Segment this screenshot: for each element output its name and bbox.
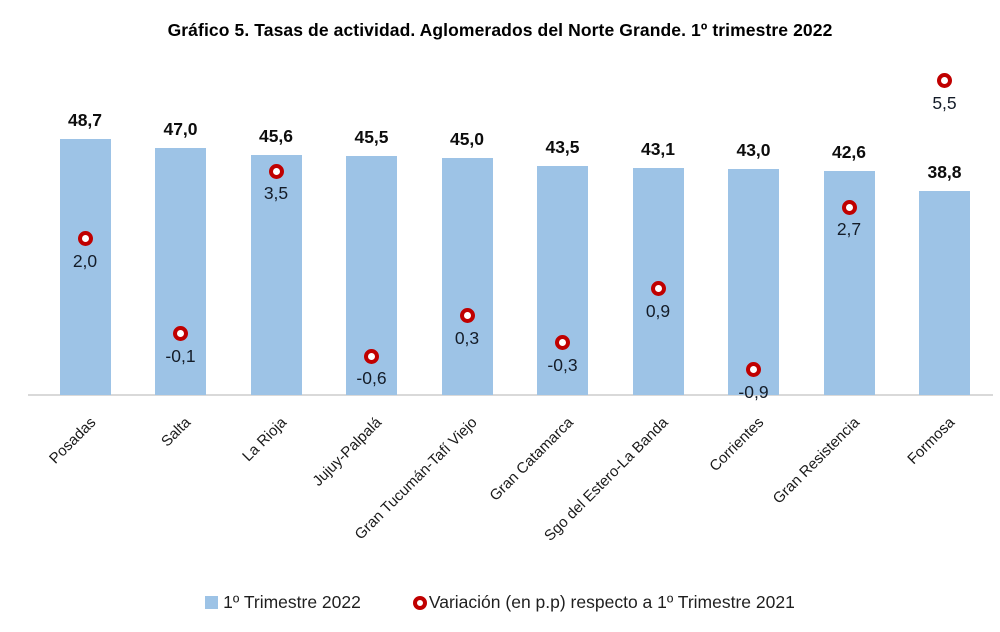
variation-dot — [841, 199, 857, 215]
variation-value-label: -0,9 — [738, 381, 769, 402]
legend-label-variation-series: Variación (en p.p) respecto a 1º Trimest… — [428, 592, 795, 612]
variation-dot — [746, 362, 761, 378]
bar-value-label: 43,1 — [640, 139, 676, 160]
x-axis-line — [28, 394, 993, 396]
x-axis-label: Jujuy-Palpalá — [309, 414, 386, 490]
variation-value-label: -0,1 — [165, 345, 196, 366]
variation-series-swatch-icon — [412, 595, 427, 610]
x-axis-label: Corrientes — [706, 414, 768, 475]
bar-value-label: 45,5 — [354, 126, 389, 147]
variation-dot — [555, 335, 570, 351]
variation-dot — [364, 348, 379, 364]
bar — [537, 166, 588, 395]
bar-series-swatch-icon — [205, 596, 219, 609]
variation-value-label: -0,3 — [547, 354, 578, 375]
variation-value-label: 2,0 — [72, 250, 98, 271]
x-axis-label: Posadas — [45, 414, 100, 468]
chart-legend: 1º Trimestre 2022 Variación (en p.p) res… — [0, 592, 1000, 613]
variation-dot — [268, 163, 284, 179]
bar — [919, 191, 970, 395]
bar-value-label: 42,6 — [831, 142, 867, 163]
variation-dot — [77, 231, 93, 247]
bar — [155, 147, 206, 395]
bar-value-label: 38,8 — [927, 162, 962, 183]
bar — [59, 138, 111, 395]
bar-value-label: 48,7 — [67, 109, 103, 130]
variation-dot — [459, 308, 475, 324]
variation-value-label: 0,3 — [454, 327, 480, 348]
chart-title: Gráfico 5. Tasas de actividad. Aglomerad… — [167, 20, 833, 40]
x-axis-label: Formosa — [904, 414, 959, 468]
legend-item-variation-series: Variación (en p.p) respecto a 1º Trimest… — [412, 592, 795, 613]
variation-value-label: 5,5 — [932, 92, 957, 113]
bar — [441, 158, 493, 395]
variation-value-label: -0,6 — [356, 368, 387, 389]
legend-label-bar-series: 1º Trimestre 2022 — [223, 592, 361, 612]
bar-value-label: 45,6 — [258, 126, 294, 147]
x-axis-label: Gran Resistencia — [769, 414, 864, 508]
bar — [250, 155, 302, 395]
variation-dot — [173, 326, 188, 342]
variation-value-label: 2,7 — [836, 219, 862, 240]
bar-value-label: 45,0 — [449, 129, 485, 150]
x-axis-label: Salta — [158, 414, 195, 451]
variation-value-label: 3,5 — [263, 183, 289, 204]
bar-value-label: 43,5 — [545, 137, 580, 158]
variation-value-label: 0,9 — [645, 300, 671, 321]
variation-dot — [650, 281, 666, 297]
bar-value-label: 43,0 — [736, 139, 771, 160]
legend-item-bar-series: 1º Trimestre 2022 — [205, 592, 361, 613]
bar — [728, 168, 779, 395]
x-axis-label: La Rioja — [239, 414, 291, 465]
x-axis-label: Gran Catamarca — [486, 414, 577, 505]
bar-value-label: 47,0 — [163, 118, 198, 139]
variation-dot — [937, 73, 952, 89]
